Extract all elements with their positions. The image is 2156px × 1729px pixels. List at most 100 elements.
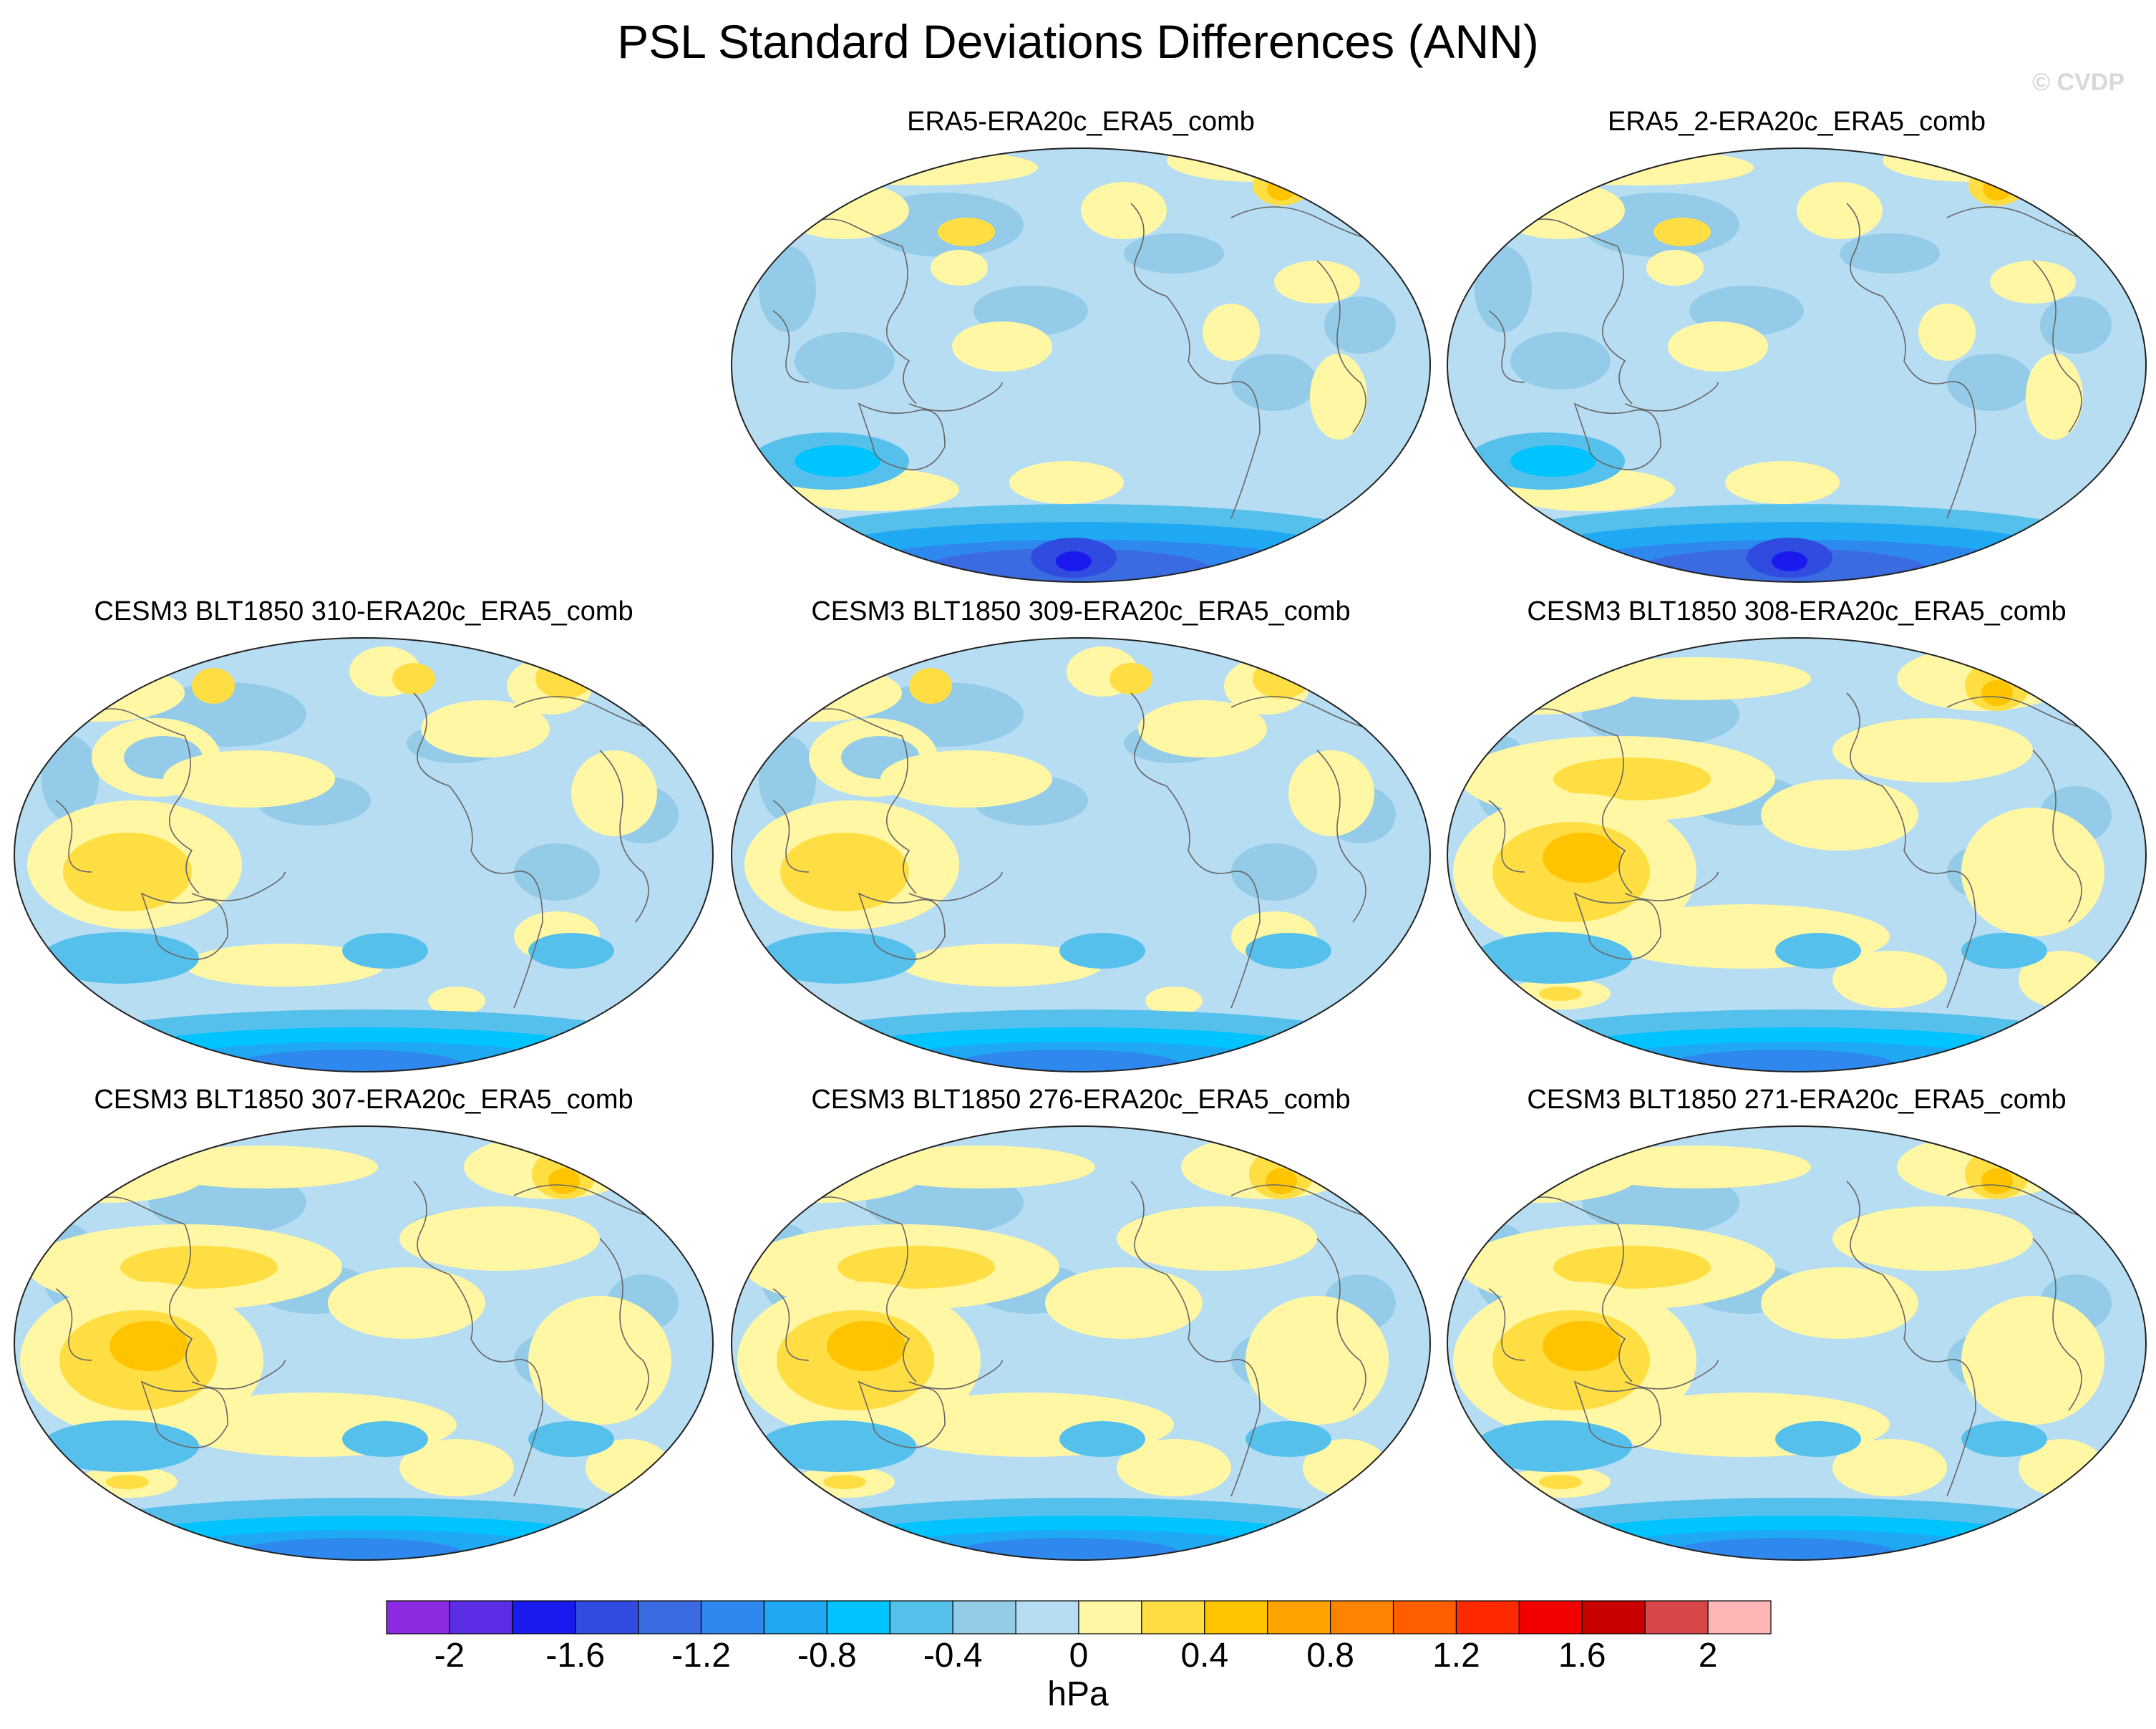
coastline [1573,892,1661,960]
contour-region [1775,1421,1861,1457]
contour-region [548,1168,580,1194]
contour-region [421,700,550,757]
contour-region [1725,461,1840,504]
contour-region [1117,1439,1231,1496]
contour-region [1832,718,2033,783]
robinson-map [14,637,714,1072]
contour-region [1510,332,1611,389]
contour-region [399,1439,514,1496]
contour-region [1797,182,1883,239]
contour-region [1124,233,1224,273]
contour-region [880,750,1052,808]
coastline [413,692,543,1009]
colorbar-swatch [700,1600,765,1634]
contour-region [1059,933,1145,969]
colorbar-tick-label: -1.6 [545,1637,605,1675]
contour-region [1056,551,1092,571]
contour-region [1981,1168,2013,1194]
contour-region [1045,1267,1203,1339]
colorbar-swatch [826,1600,890,1634]
coastline [858,1380,946,1448]
contour-region [428,987,485,1015]
contour-region [1646,250,1704,286]
contour-region [902,944,1102,987]
colorbar-swatch [386,1600,450,1634]
coastline [1488,800,1525,873]
colorbar-tick-label: 1.2 [1432,1637,1480,1675]
colorbar-tick-label: -2 [434,1637,465,1675]
contour-region [571,750,657,836]
robinson-map [731,1125,1431,1561]
coastline [1316,1238,1366,1411]
map-panel: CESM3 BLT1850 308-ERA20c_ERA5_comb [1446,594,2147,1084]
contour-region [795,332,895,389]
contour-region [1961,1421,2047,1457]
coastline [1130,1181,1261,1497]
contour-region [528,933,614,969]
contour-region [110,1321,188,1371]
contour-region [1543,1321,1621,1371]
coastline [599,1238,649,1411]
colorbar-swatch [1455,1600,1520,1634]
coastline [772,310,810,383]
coastline [794,708,917,894]
colorbar-tick-label: 0.4 [1180,1637,1228,1675]
coastline [55,1288,92,1361]
contour-region [235,1050,464,1072]
map-outline [14,637,714,1072]
contour-region [866,1146,1095,1188]
coastline [1624,382,1719,412]
robinson-map [14,1125,714,1561]
colorbar-tick-label: 2 [1699,1637,1718,1675]
contour-region [2040,296,2112,354]
contour-region [1582,657,1811,700]
coastline [1624,871,1719,901]
contour-region [1961,1296,2104,1425]
contour-region [1138,700,1267,757]
robinson-map [1447,147,2147,583]
colorbar-swatch [1015,1600,1079,1634]
coastline [1510,1196,1633,1382]
map-panel: CESM3 BLT1850 307-ERA20c_ERA5_comb [13,1083,714,1572]
coastline [1846,1181,1976,1497]
coastline [908,1360,1003,1390]
contour-region [1918,304,1976,361]
coastline [1573,402,1661,470]
panel-title: CESM3 BLT1850 308-ERA20c_ERA5_comb [1527,596,2067,626]
coastline [1316,750,1366,923]
coastline [191,1360,286,1390]
contour-region [1245,1296,1389,1425]
contour-region [235,1538,464,1560]
coastline [794,1196,917,1382]
contour-region [399,1206,600,1271]
contour-region [120,1246,278,1289]
contour-region [1961,808,2104,936]
colorbar-tick-label: 1.6 [1558,1637,1606,1675]
contour-region [827,1321,905,1371]
contour-region [1009,461,1124,504]
contour-region [1775,933,1861,969]
robinson-map [1447,637,2147,1072]
contour-region [952,1050,1181,1072]
contour-region [1961,933,2047,969]
contour-region [392,663,435,694]
contour-region [938,218,995,246]
coastline [858,892,946,960]
contour-region [1668,321,1768,372]
coastline [1573,1380,1661,1448]
contour-region [185,944,385,987]
contour-region [514,843,600,901]
figure-title: PSL Standard Deviations Differences (ANN… [617,15,1539,68]
contour-region [1539,987,1582,1001]
robinson-map [731,147,1431,583]
colorbar-tick-label: -0.8 [797,1637,857,1675]
coastline [908,382,1003,412]
contour-region [1582,1146,1811,1188]
contour-region [1832,951,1947,1008]
coastline [77,708,200,894]
map-panel: CESM3 BLT1850 276-ERA20c_ERA5_comb [730,1083,1432,1572]
coastline [140,1380,228,1448]
coastline [2032,260,2082,433]
colorbar-swatch [952,1600,1016,1634]
coastline [191,871,286,901]
